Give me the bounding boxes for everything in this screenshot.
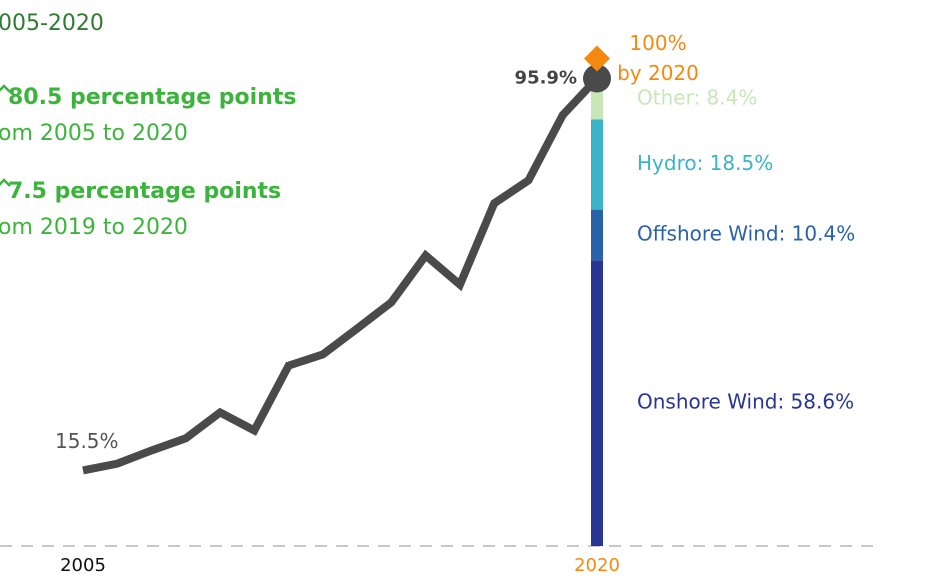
value-label: 15.5% (55, 429, 119, 453)
x-tick-label: 2020 (574, 555, 620, 576)
breakdown-label: Hydro: 18.5% (637, 151, 773, 175)
breakdown-label: Onshore Wind: 58.6% (637, 390, 854, 414)
x-tick-label: 2005 (60, 555, 106, 576)
breakdown-segment (591, 209, 603, 261)
annotation-bold: 80.5 percentage points (8, 85, 296, 110)
annotation-bold: 7.5 percentage points (8, 179, 281, 204)
arrow-icon (0, 178, 11, 187)
breakdown-label: Offshore Wind: 10.4% (637, 221, 855, 245)
annotation-text: om 2005 to 2020 (0, 121, 188, 146)
breakdown-segment (591, 119, 603, 210)
end-marker (583, 64, 611, 93)
target-label: 100% (629, 31, 686, 55)
annotation-text: om 2019 to 2020 (0, 215, 188, 240)
value-label: 95.9% (515, 67, 577, 88)
target-marker (584, 45, 610, 72)
arrow-icon (0, 84, 11, 93)
breakdown-label: Other: 8.4% (637, 85, 757, 109)
breakdown-segment (591, 260, 603, 546)
line (82, 75, 600, 475)
target-label: by 2020 (617, 61, 699, 85)
subtitle: 005-2020 (0, 11, 104, 36)
